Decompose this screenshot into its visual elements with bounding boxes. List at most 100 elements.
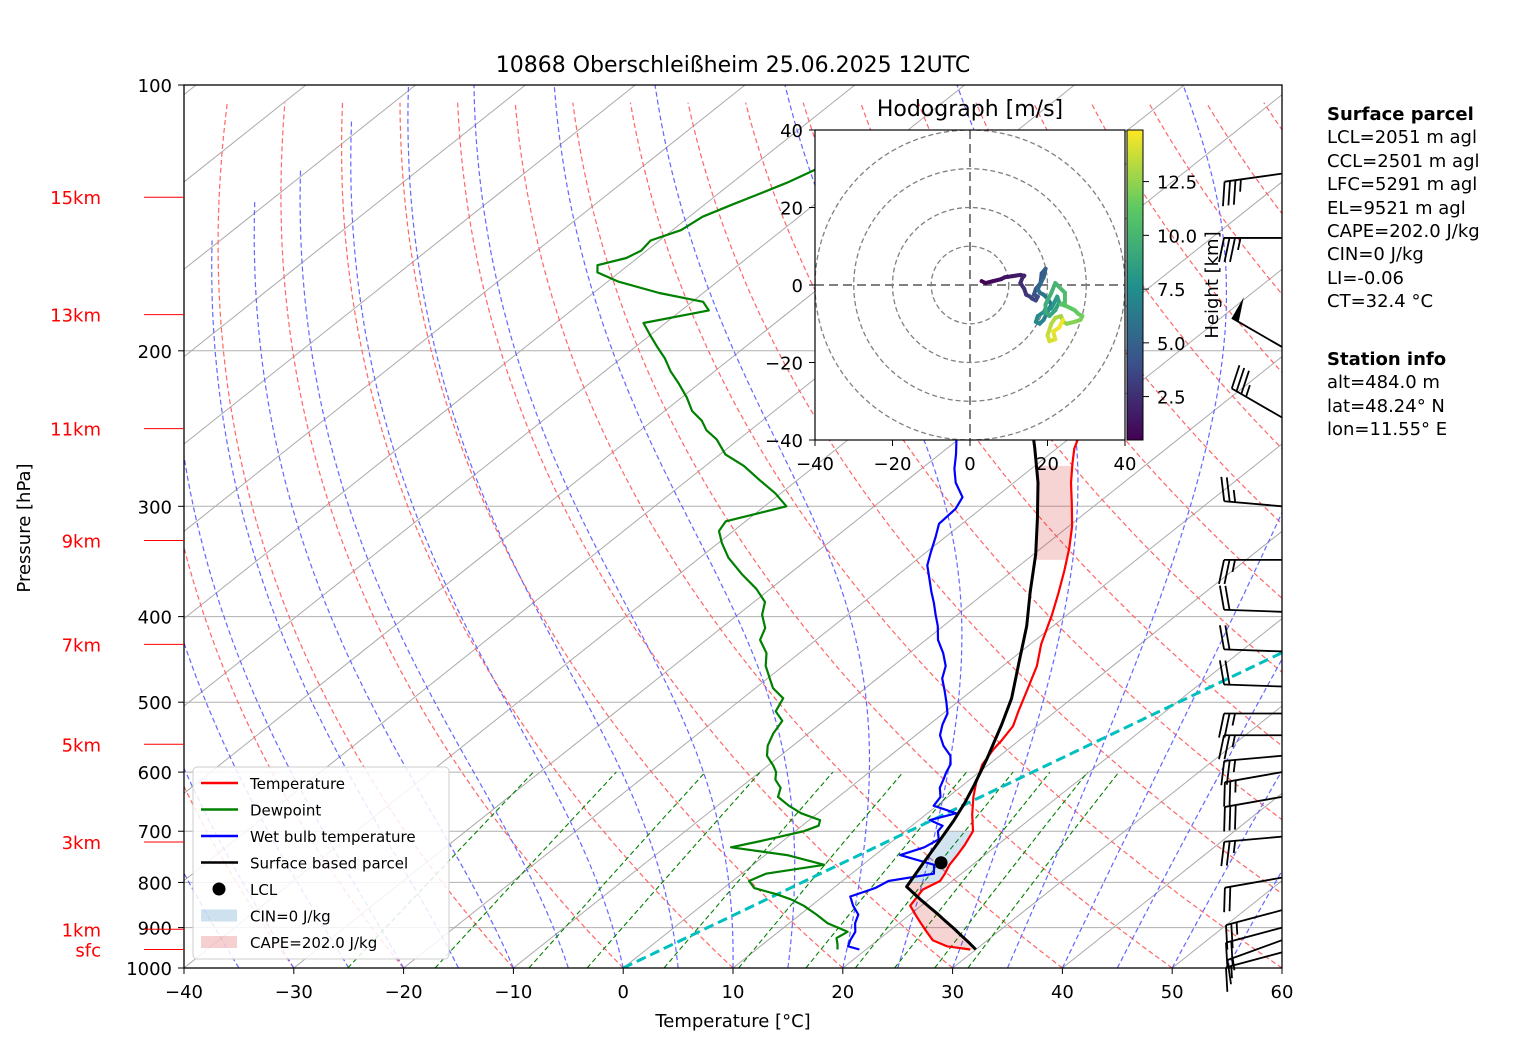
x-tick-label: −10 <box>494 982 532 1003</box>
hodograph-segment <box>1043 290 1054 307</box>
y-tick-label: 100 <box>138 76 172 97</box>
barb-half-flag <box>1231 713 1236 726</box>
moist-adiabat <box>350 121 624 968</box>
x-axis-label: Temperature [°C] <box>654 1011 810 1032</box>
chart-title: 10868 Oberschleißheim 25.06.2025 12UTC <box>496 53 971 78</box>
barb-flag <box>1224 585 1231 611</box>
parcel-info-line: EL=9521 m agl <box>1327 197 1466 219</box>
parcel-info: Surface parcel LCL=2051 m agl CCL=2501 m… <box>1327 103 1480 314</box>
mixing-ratio-line <box>894 771 1051 968</box>
x-tick-label: 60 <box>1271 982 1294 1003</box>
dry-adiabat <box>341 102 734 968</box>
x-tick-label: 40 <box>1051 982 1074 1003</box>
isotherm <box>1062 792 1282 968</box>
wind-barb <box>1218 558 1282 585</box>
mixing-ratio-line <box>663 771 834 968</box>
legend: Temperature Dewpoint Wet bulb temperature S… <box>192 766 450 960</box>
barb-flag <box>1230 923 1234 949</box>
hodograph-y-tick-label: 40 <box>780 121 803 142</box>
wind-barbs <box>1218 172 1283 992</box>
barb-flag <box>1230 941 1234 966</box>
barb-shaft <box>1225 926 1283 944</box>
mixing-ratio-line <box>738 771 904 968</box>
barb-shaft <box>1224 795 1283 808</box>
barb-flag <box>1225 477 1231 502</box>
y-tick-label: 400 <box>138 608 172 629</box>
dry-adiabat <box>514 102 1063 968</box>
station-info-line: alt=484.0 m <box>1327 372 1440 394</box>
barb-flag <box>1218 559 1225 585</box>
barb-shaft <box>1224 835 1283 843</box>
barb-shaft <box>1225 951 1283 969</box>
barb-half-flag <box>1235 922 1239 935</box>
barb-flag <box>1223 735 1231 760</box>
y-axis-label: Pressure [hPa] <box>14 463 35 592</box>
barb-flag <box>1220 760 1226 786</box>
colorbar-ticks: 2.5 5.0 7.5 10.0 12.5 <box>1143 173 1197 409</box>
barb-half-flag <box>1231 735 1236 748</box>
station-info-line: lon=11.55° E <box>1327 419 1448 441</box>
colorbar-tick-label: 12.5 <box>1157 173 1197 194</box>
barb-flag <box>1218 713 1225 738</box>
height-label: 15km <box>50 188 101 209</box>
moist-adiabat <box>473 85 734 968</box>
barb-flag <box>1223 237 1231 263</box>
barb-flag <box>1235 367 1246 392</box>
legend-box <box>192 766 450 960</box>
mixing-ratio-line <box>586 771 761 968</box>
x-tick-label: −40 <box>165 982 203 1003</box>
height-label: 5km <box>62 735 101 756</box>
legend-label: Wet bulb temperature <box>250 828 416 846</box>
hodograph-x-tick-label: 0 <box>964 454 975 475</box>
wind-barb <box>1218 734 1282 760</box>
isotherm <box>184 85 416 270</box>
barb-flag <box>1220 476 1226 502</box>
dry-adiabat <box>745 102 1282 821</box>
parcel-info-line: CAPE=202.0 J/kg <box>1327 221 1480 243</box>
x-tick-label: −30 <box>275 982 313 1003</box>
wind-barb <box>1220 754 1283 786</box>
wind-barb <box>1218 625 1283 653</box>
wind-barb <box>1225 909 1283 950</box>
barb-flag <box>1228 886 1232 912</box>
x-tick-label: −20 <box>385 982 423 1003</box>
barb-flag <box>1218 237 1225 263</box>
height-label: 9km <box>62 532 101 553</box>
y-tick-label: 700 <box>138 822 172 843</box>
wind-barb <box>1218 585 1283 613</box>
colorbar-tick-label: 5.0 <box>1157 334 1186 355</box>
barb-flag <box>1218 660 1225 685</box>
y-tick-label: 1000 <box>126 959 172 980</box>
station-info-heading: Station info <box>1327 349 1447 370</box>
barb-flag <box>1222 181 1226 207</box>
moist-adiabat <box>407 85 679 968</box>
wind-barb <box>1218 712 1282 738</box>
dry-adiabat <box>280 102 624 968</box>
barb-shaft <box>1231 317 1283 348</box>
hodograph-ticks: −40−40 −20 −20 0 0 20 20 40 40 <box>765 121 1136 475</box>
barb-shaft <box>1224 771 1283 784</box>
barb-shaft <box>1224 648 1283 653</box>
barb-half-flag <box>1232 489 1237 503</box>
colorbar <box>1126 129 1144 441</box>
hodograph-x-tick-label: 20 <box>1036 454 1059 475</box>
isotherm <box>952 705 1282 968</box>
height-label: 13km <box>50 306 101 327</box>
isotherm <box>184 85 965 707</box>
colorbar-label: Height [km] <box>1202 231 1223 338</box>
barb-flag <box>1218 585 1225 610</box>
isotherm <box>184 85 636 445</box>
height-label: 11km <box>50 420 101 441</box>
legend-label: CIN=0 J/kg <box>250 908 331 926</box>
barb-shaft <box>1227 939 1283 961</box>
barb-flag <box>1220 841 1226 867</box>
parcel-info-line: LCL=2051 m agl <box>1327 127 1477 149</box>
mixing-ratio-line <box>528 771 706 968</box>
mixing-ratio-line <box>967 771 1120 968</box>
barb-flag <box>1228 805 1232 831</box>
barb-half-flag <box>1245 384 1251 398</box>
x-tick-label: 50 <box>1161 982 1184 1003</box>
cape-area <box>1034 465 1073 560</box>
parcel-info-line: LFC=5291 m agl <box>1327 174 1478 196</box>
